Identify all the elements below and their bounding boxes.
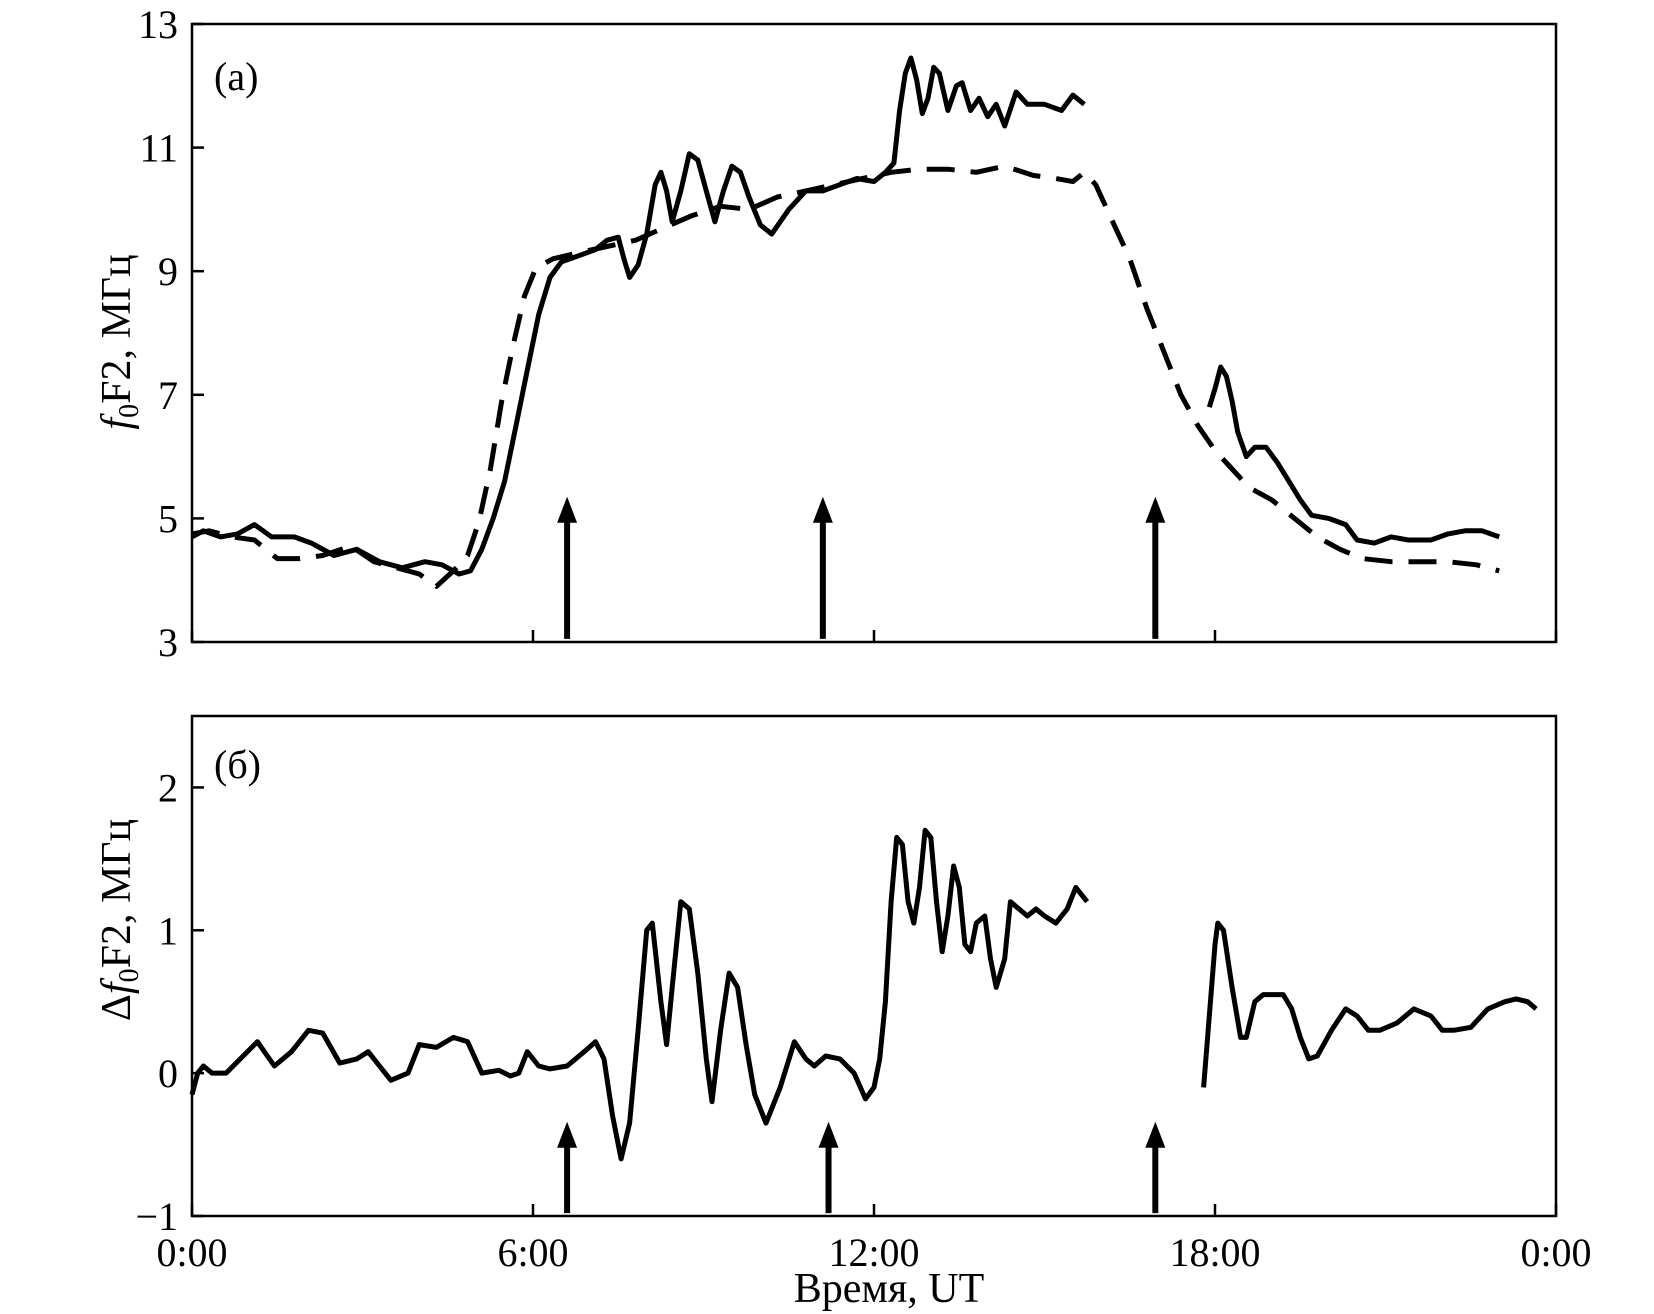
panel-b-x-tick-label-1: 0:00	[156, 1230, 227, 1275]
panel-b-ylabel-subscript: 0	[114, 968, 145, 982]
panel-b-chart: −1 0 1 2 0:00 6:00 12:00 18:00 0:00 (б) Δf0F2, М…	[94, 714, 1592, 1312]
panel-a-y-tick-label-3: 7	[158, 373, 178, 418]
panel-a-arrows	[557, 496, 1166, 639]
panel-a-series-solid-segment-1	[190, 55, 1086, 577]
panel-b-axes: −1 0 1 2 0:00 6:00 12:00 18:00 0:00	[135, 714, 1592, 1275]
panel-b-y-axis-title: Δf0F2, МГц	[94, 819, 145, 1021]
panel-a-ylabel-subscript: 0	[114, 404, 145, 418]
panel-a-y-tick-label-2: 5	[158, 496, 178, 541]
panel-b-y-tick-label-1: −1	[135, 1194, 178, 1239]
panel-a-y-tick-label-5: 11	[139, 126, 178, 171]
panel-b-plot-area	[189, 827, 1538, 1162]
panel-b-y-tick-label-2: 0	[158, 1051, 178, 1096]
panel-b-ylabel-rest: F2, МГц	[94, 819, 140, 968]
panel-b-x-tick-label-2: 6:00	[497, 1230, 568, 1275]
panel-a-plot-area	[190, 55, 1501, 589]
panel-a-ylabel-rest: F2, МГц	[94, 254, 140, 403]
panel-b-series-solid-segment-2	[1201, 920, 1538, 1088]
panel-a-arrow-head-2	[812, 496, 833, 523]
panel-b-x-tick-label-4: 18:00	[1169, 1230, 1260, 1275]
panel-a-chart: 3 5 7 9 11 13 (a) f0F2, МГц	[94, 2, 1558, 665]
panel-a-arrow-head-1	[557, 496, 578, 523]
panel-b-y-tick-label-4: 2	[158, 765, 178, 810]
panel-a-label: (a)	[214, 54, 258, 99]
panel-b-x-tick-label-3: 12:00	[828, 1230, 919, 1275]
panel-a-arrow-head-3	[1145, 496, 1166, 523]
panel-a-series-solid-segment-2	[1206, 364, 1501, 546]
panel-b-arrow-head-1	[557, 1121, 578, 1148]
panel-b-ylabel-delta: Δ	[94, 994, 140, 1021]
panel-a-y-tick-label-1: 3	[158, 620, 178, 665]
panel-b-label: (б)	[214, 742, 261, 787]
panel-b-arrow-head-2	[818, 1121, 839, 1148]
panel-b-y-tick-label-3: 1	[158, 908, 178, 953]
panel-a-y-tick-label-6: 13	[138, 2, 178, 47]
panel-b-x-tick-label-5: 0:00	[1520, 1230, 1591, 1275]
panel-a-series-dashed-segment-1	[191, 163, 1500, 589]
panel-b-series-solid-segment-1	[189, 827, 1090, 1162]
panel-a-axes: 3 5 7 9 11 13	[138, 2, 1558, 665]
panel-b-arrows	[557, 1121, 1166, 1214]
panel-a-y-axis-title: f0F2, МГц	[94, 254, 145, 429]
x-axis-title: Время, UT	[794, 1266, 985, 1312]
panel-b-arrow-head-3	[1145, 1121, 1166, 1148]
panel-a-y-tick-label-4: 9	[158, 249, 178, 294]
